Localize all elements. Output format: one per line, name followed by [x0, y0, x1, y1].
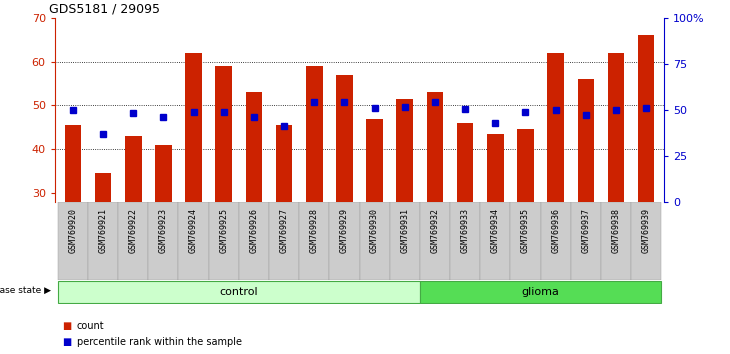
Bar	[450, 202, 480, 280]
Bar	[541, 202, 571, 280]
Text: count: count	[77, 321, 104, 331]
Bar	[548, 53, 564, 202]
Bar	[638, 35, 655, 202]
Bar	[396, 99, 413, 202]
Text: GSM769923: GSM769923	[159, 208, 168, 253]
Text: GSM769937: GSM769937	[581, 208, 591, 253]
Bar	[601, 202, 631, 280]
Text: GSM769936: GSM769936	[551, 208, 560, 253]
Text: GSM769931: GSM769931	[400, 208, 410, 253]
Bar	[420, 202, 450, 280]
Text: GSM769934: GSM769934	[491, 208, 500, 253]
Text: GSM769939: GSM769939	[642, 208, 650, 253]
Bar	[457, 123, 474, 202]
Text: ■: ■	[62, 321, 72, 331]
Bar	[148, 202, 178, 280]
Text: GSM769922: GSM769922	[128, 208, 138, 253]
Bar	[360, 202, 390, 280]
Text: control: control	[220, 286, 258, 297]
Bar	[336, 75, 353, 202]
Bar	[58, 202, 88, 280]
Bar	[487, 134, 504, 202]
Text: GSM769925: GSM769925	[219, 208, 228, 253]
Text: GSM769926: GSM769926	[250, 208, 258, 253]
Text: GSM769921: GSM769921	[99, 208, 107, 253]
Bar	[245, 92, 262, 202]
Bar	[118, 202, 148, 280]
Bar	[178, 202, 209, 280]
Bar	[329, 202, 360, 280]
Bar	[366, 119, 383, 202]
Text: GSM769920: GSM769920	[69, 208, 77, 253]
Bar	[390, 202, 420, 280]
Text: GSM769928: GSM769928	[310, 208, 319, 253]
Bar	[215, 66, 232, 202]
Text: GSM769929: GSM769929	[340, 208, 349, 253]
Bar	[58, 281, 420, 303]
Text: percentile rank within the sample: percentile rank within the sample	[77, 337, 242, 347]
Bar	[64, 125, 81, 202]
Bar	[631, 202, 661, 280]
Bar	[276, 125, 293, 202]
Bar	[426, 92, 443, 202]
Bar	[306, 66, 323, 202]
Text: GSM769932: GSM769932	[431, 208, 439, 253]
Bar	[155, 145, 172, 202]
Text: ■: ■	[62, 337, 72, 347]
Text: GSM769933: GSM769933	[461, 208, 469, 253]
Bar	[420, 281, 661, 303]
Bar	[269, 202, 299, 280]
Bar	[607, 53, 624, 202]
Text: GDS5181 / 29095: GDS5181 / 29095	[49, 2, 160, 15]
Text: GSM769938: GSM769938	[612, 208, 620, 253]
Text: GSM769927: GSM769927	[280, 208, 288, 253]
Bar	[185, 53, 202, 202]
Text: disease state ▶: disease state ▶	[0, 286, 51, 295]
Bar	[577, 79, 594, 202]
Bar	[209, 202, 239, 280]
Bar	[125, 136, 142, 202]
Bar	[517, 130, 534, 202]
Bar	[480, 202, 510, 280]
Text: GSM769935: GSM769935	[521, 208, 530, 253]
Bar	[88, 202, 118, 280]
Text: GSM769924: GSM769924	[189, 208, 198, 253]
Bar	[95, 173, 112, 202]
Bar	[510, 202, 541, 280]
Bar	[299, 202, 329, 280]
Text: GSM769930: GSM769930	[370, 208, 379, 253]
Text: glioma: glioma	[522, 286, 559, 297]
Bar	[571, 202, 601, 280]
Bar	[239, 202, 269, 280]
